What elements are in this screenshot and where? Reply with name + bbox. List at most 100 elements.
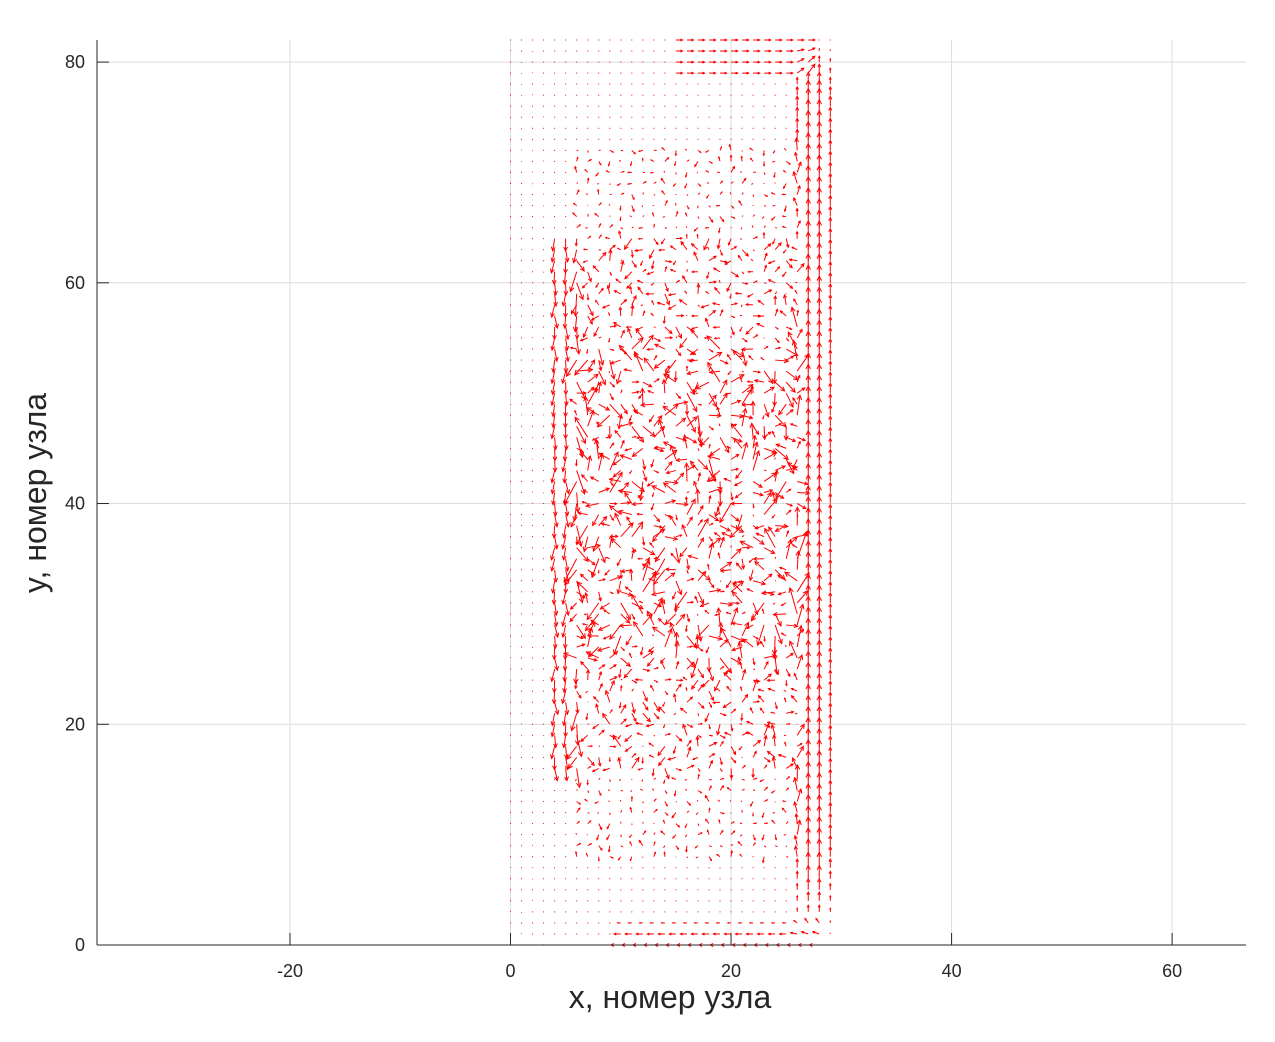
arrow-dot	[631, 73, 632, 74]
arrow-dot	[664, 867, 665, 868]
arrow-dot	[753, 878, 754, 879]
arrow-shaft	[665, 327, 672, 334]
arrow-dot	[565, 194, 566, 195]
arrow-dot	[598, 867, 599, 868]
arrow-dot	[786, 889, 787, 890]
y-axis-label: y, номер узла	[17, 393, 53, 593]
arrow-dot	[521, 669, 522, 670]
arrow-dot	[742, 911, 743, 912]
arrow-dot	[764, 867, 765, 868]
arrow-head	[584, 249, 585, 250]
arrow-dot	[521, 117, 522, 118]
arrow-dot	[686, 139, 687, 140]
arrow-dot	[697, 900, 698, 901]
arrow-dot	[775, 84, 776, 85]
arrow-dot	[521, 315, 522, 316]
arrow-dot	[532, 768, 533, 769]
arrow-shaft	[588, 150, 589, 152]
arrow-dot	[753, 117, 754, 118]
arrow-dot	[543, 536, 544, 537]
arrow-dot	[631, 106, 632, 107]
arrow-dot	[532, 680, 533, 681]
arrow-head	[755, 778, 756, 779]
arrow-dot	[543, 426, 544, 427]
arrow-dot	[587, 933, 588, 934]
arrow-dot	[731, 878, 732, 879]
arrow-dot	[543, 349, 544, 350]
arrow-dot	[543, 823, 544, 824]
arrow-shaft	[718, 689, 720, 691]
arrow-dot	[775, 900, 776, 901]
arrow-shaft	[764, 172, 765, 174]
arrow-dot	[510, 326, 511, 327]
arrow-dot	[664, 40, 665, 41]
arrow-dot	[521, 426, 522, 427]
arrow-dot	[653, 867, 654, 868]
arrow-dot	[532, 227, 533, 228]
arrow-dot	[664, 62, 665, 63]
arrow-dot	[521, 216, 522, 217]
arrow-dot	[708, 139, 709, 140]
arrow-dot	[664, 95, 665, 96]
arrow-dot	[554, 216, 555, 217]
arrow-dot	[620, 106, 621, 107]
arrow-dot	[510, 713, 511, 714]
arrow-shaft	[772, 161, 775, 162]
arrow-dot	[521, 801, 522, 802]
arrow-head	[585, 614, 586, 615]
arrow-shaft	[740, 315, 742, 316]
arrow-dot	[609, 889, 610, 890]
arrow-dot	[510, 569, 511, 570]
arrow-shaft	[571, 603, 577, 609]
arrow-dot	[510, 360, 511, 361]
arrow-shaft	[775, 570, 785, 579]
arrow-dot	[587, 73, 588, 74]
arrow-dot	[510, 227, 511, 228]
arrow-dot	[510, 282, 511, 283]
arrow-dot	[565, 823, 566, 824]
arrow-dot	[510, 106, 511, 107]
arrow-shaft	[642, 779, 643, 781]
arrow-dot	[510, 117, 511, 118]
arrow-dot	[510, 470, 511, 471]
arrow-shaft	[687, 160, 689, 162]
y-tick-label: 80	[65, 52, 85, 72]
arrow-shaft	[621, 260, 622, 261]
arrow-shaft	[634, 622, 643, 636]
arrow-dot	[631, 117, 632, 118]
arrow-dot	[731, 227, 732, 228]
arrow-head	[598, 859, 599, 860]
arrow-dot	[510, 183, 511, 184]
arrow-shaft	[687, 811, 689, 813]
arrow-dot	[565, 801, 566, 802]
arrow-shaft	[719, 424, 720, 427]
arrow-dot	[642, 62, 643, 63]
arrow-dot	[576, 40, 577, 41]
arrow-dot	[521, 746, 522, 747]
arrow-dot	[731, 900, 732, 901]
arrow-dot	[598, 95, 599, 96]
arrow-shaft	[608, 790, 610, 791]
arrow-dot	[510, 150, 511, 151]
arrow-dot	[554, 84, 555, 85]
arrow-dot	[543, 106, 544, 107]
arrow-dot	[653, 62, 654, 63]
arrow-shaft	[577, 183, 578, 184]
arrow-shaft	[733, 351, 742, 360]
arrow-head	[609, 760, 610, 761]
arrow-head	[654, 842, 655, 843]
arrow-dot	[653, 106, 654, 107]
arrow-dot	[554, 812, 555, 813]
arrow-head	[711, 735, 712, 736]
arrow-dot	[576, 922, 577, 923]
arrow-shaft	[664, 403, 665, 405]
arrow-dot	[521, 205, 522, 206]
arrow-shaft	[625, 735, 632, 741]
arrow-dot	[521, 536, 522, 537]
arrow-dot	[642, 900, 643, 901]
arrow-dot	[565, 812, 566, 813]
arrow-shaft	[797, 591, 807, 603]
arrow-dot	[510, 834, 511, 835]
arrow-dot	[532, 757, 533, 758]
arrow-shaft	[577, 470, 585, 494]
